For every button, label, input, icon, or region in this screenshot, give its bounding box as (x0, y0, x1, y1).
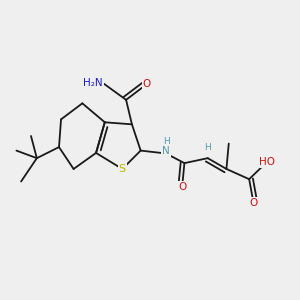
Text: S: S (119, 164, 126, 174)
Text: H: H (204, 142, 211, 152)
Text: N: N (162, 146, 170, 156)
Text: H: H (163, 137, 170, 146)
Text: HO: HO (259, 157, 275, 167)
Text: O: O (178, 182, 186, 192)
Text: O: O (142, 80, 151, 89)
Text: H₂N: H₂N (83, 78, 103, 88)
Text: O: O (249, 198, 258, 208)
